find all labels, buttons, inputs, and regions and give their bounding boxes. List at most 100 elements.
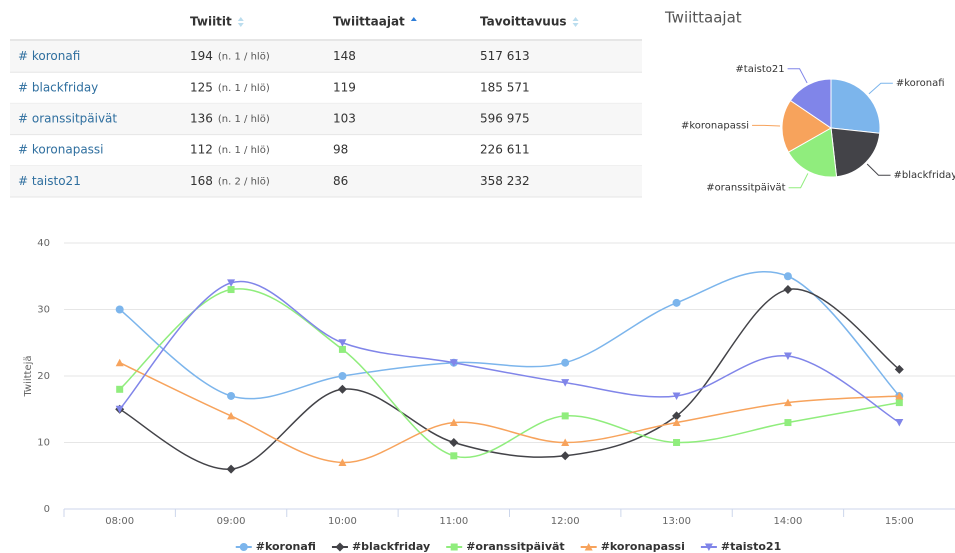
marker (338, 345, 346, 353)
marker (115, 358, 124, 367)
tweets: 168 (190, 174, 213, 188)
marker (115, 305, 124, 314)
marker (672, 418, 681, 427)
column-header[interactable]: Tavoittavuus (480, 15, 567, 29)
marker (895, 419, 904, 427)
marker (783, 285, 793, 295)
pie-connector (787, 68, 808, 84)
tweets: 112 (190, 143, 213, 157)
tweets-per-user: (n. 1 / hlö) (218, 52, 270, 63)
y-axis-label: Twiittejä (23, 355, 34, 397)
pie-label: #koronapassi (681, 120, 749, 131)
y-tick-label: 20 (37, 371, 50, 382)
marker (672, 298, 681, 307)
x-tick-label: 12:00 (551, 516, 580, 527)
marker (561, 438, 570, 446)
y-tick-label: 10 (37, 438, 50, 449)
x-tick-label: 13:00 (662, 516, 691, 527)
reach: 596 975 (480, 112, 530, 126)
marker (226, 464, 236, 474)
marker (672, 411, 682, 421)
legend-label[interactable]: #koronapassi (601, 540, 685, 553)
reach: 226 611 (480, 143, 530, 157)
pie-connector (866, 163, 891, 176)
x-tick-label: 14:00 (774, 516, 803, 527)
marker (783, 352, 792, 361)
legend-marker (704, 543, 713, 551)
marker (337, 384, 347, 394)
legend-label[interactable]: #blackfriday (352, 540, 430, 553)
pie-label: #taisto21 (735, 64, 784, 75)
sort-icon (410, 17, 417, 21)
marker (449, 438, 459, 447)
legend-marker (584, 543, 593, 551)
marker (449, 418, 458, 427)
tweets-per-user: (n. 1 / hlö) (218, 83, 270, 94)
tweets-per-user: (n. 2 / hlö) (218, 176, 270, 187)
marker (115, 405, 124, 414)
pie-connector (752, 124, 781, 127)
marker (895, 399, 903, 407)
sort-icon (237, 17, 244, 21)
reach: 517 613 (480, 49, 530, 63)
tweeters: 119 (333, 80, 356, 94)
pie-label: #oranssitpäivät (706, 183, 785, 194)
y-tick-label: 40 (37, 238, 50, 249)
tweets: 136 (190, 112, 213, 126)
x-tick-label: 09:00 (217, 516, 246, 527)
pie-title: Twiittaajat (664, 9, 742, 27)
marker (561, 412, 569, 420)
marker (227, 411, 236, 420)
hashtag-link[interactable]: # blackfriday (18, 80, 98, 94)
x-tick-label: 15:00 (885, 516, 914, 527)
tweets: 194 (190, 49, 213, 63)
tweeters: 98 (333, 143, 348, 157)
tweets-per-user: (n. 1 / hlö) (218, 145, 270, 156)
row-bg (10, 165, 642, 197)
pie-slice (789, 78, 832, 129)
tweeters: 148 (333, 49, 356, 63)
hashtag-link[interactable]: # oranssitpäivät (18, 112, 117, 126)
legend-label[interactable]: #oranssitpäivät (466, 540, 565, 553)
marker (338, 339, 347, 347)
hashtag-link[interactable]: # koronapassi (18, 143, 104, 157)
pie-label: #blackfriday (894, 170, 955, 181)
marker (783, 398, 792, 407)
sort-icon (572, 23, 579, 27)
marker (673, 439, 681, 446)
pie-slice (830, 78, 881, 134)
marker (560, 451, 570, 461)
pie-slice (830, 127, 881, 178)
marker (561, 358, 570, 367)
hashtag-link[interactable]: # taisto21 (18, 174, 81, 188)
marker (449, 359, 458, 367)
series-line (119, 288, 900, 470)
legend-marker (335, 542, 345, 552)
marker (784, 419, 792, 427)
hashtag-link[interactable]: # koronafi (18, 49, 80, 63)
pie-slice (781, 99, 832, 153)
y-tick-label: 30 (37, 305, 50, 316)
pie-slice (787, 127, 838, 178)
marker (783, 272, 792, 281)
pie-connector (788, 173, 809, 189)
reach: 185 571 (480, 80, 530, 94)
column-header[interactable]: Twiittaajat (333, 15, 405, 29)
marker (338, 372, 347, 380)
marker (227, 286, 235, 294)
column-header[interactable]: Twiitit (190, 15, 232, 29)
legend-marker (239, 543, 248, 551)
marker (894, 364, 904, 374)
row-bg (10, 41, 642, 73)
x-tick-label: 10:00 (328, 516, 357, 527)
marker (450, 452, 458, 460)
legend-label[interactable]: #taisto21 (721, 540, 781, 553)
marker (561, 379, 570, 387)
marker (338, 458, 347, 466)
row-bg (10, 103, 642, 135)
tweets: 125 (190, 80, 213, 94)
legend-label[interactable]: #koronafi (256, 540, 316, 553)
marker (227, 279, 236, 287)
pie-connector (868, 82, 893, 95)
